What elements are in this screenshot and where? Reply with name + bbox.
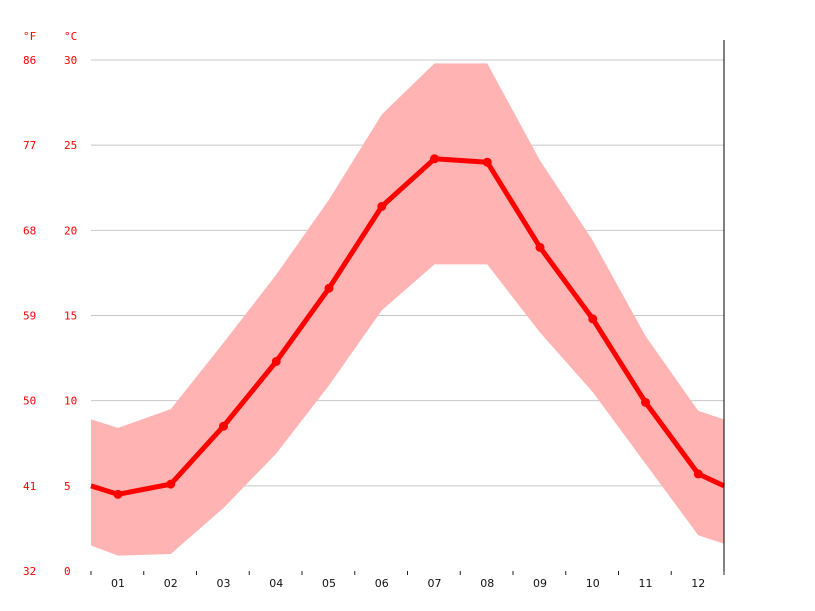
y-tick-celsius: 20 xyxy=(64,224,77,237)
x-tick-label: 03 xyxy=(217,577,231,590)
y-tick-fahrenheit: 68 xyxy=(23,224,36,237)
y-tick-celsius: 25 xyxy=(64,139,77,152)
x-tick-label: 04 xyxy=(269,577,283,590)
y-tick-celsius: 15 xyxy=(64,310,77,323)
x-tick-label: 11 xyxy=(639,577,653,590)
y-tick-celsius: 10 xyxy=(64,395,77,408)
y-tick-fahrenheit: 59 xyxy=(23,310,36,323)
data-point xyxy=(641,397,650,407)
x-tick-label: 05 xyxy=(322,577,336,590)
x-tick-label: 02 xyxy=(164,577,178,590)
data-point xyxy=(324,283,334,293)
x-tick-label: 06 xyxy=(375,577,389,590)
y-tick-fahrenheit: 32 xyxy=(23,565,36,578)
fahrenheit-unit-label: °F xyxy=(23,30,36,43)
x-tick-label: 07 xyxy=(428,577,442,590)
data-point xyxy=(377,201,387,211)
x-tick-label: 10 xyxy=(586,577,600,590)
x-tick-label: 01 xyxy=(111,577,125,590)
data-point xyxy=(113,489,123,499)
data-point xyxy=(430,154,439,164)
y-tick-fahrenheit: 41 xyxy=(23,480,36,493)
temperature-range-band xyxy=(91,63,724,556)
y-tick-celsius: 30 xyxy=(64,54,77,67)
x-tick-label: 09 xyxy=(533,577,547,590)
x-tick-label: 08 xyxy=(480,577,494,590)
data-point xyxy=(166,479,176,489)
x-tick-label: 12 xyxy=(691,577,705,590)
average-temperature-line xyxy=(90,156,726,497)
y-tick-celsius: 5 xyxy=(64,480,71,493)
y-axis-labels: 32 0 41 5 50 10 59 15 68 20 77 25 86 30 xyxy=(23,54,77,578)
celsius-unit-label: °C xyxy=(64,30,77,43)
data-point xyxy=(219,421,228,431)
y-tick-celsius: 0 xyxy=(64,565,71,578)
y-tick-fahrenheit: 77 xyxy=(23,139,36,152)
data-point xyxy=(588,314,598,324)
y-tick-fahrenheit: 86 xyxy=(23,54,36,67)
data-point xyxy=(535,242,545,252)
x-axis: 01 02 03 04 05 06 07 08 09 10 11 12 xyxy=(90,571,725,590)
data-points xyxy=(113,154,703,499)
data-point xyxy=(271,356,281,366)
data-point xyxy=(693,469,703,479)
data-point xyxy=(482,157,492,167)
y-tick-fahrenheit: 50 xyxy=(23,395,36,408)
